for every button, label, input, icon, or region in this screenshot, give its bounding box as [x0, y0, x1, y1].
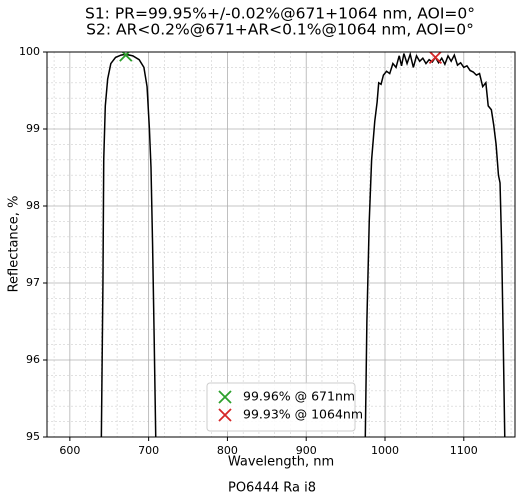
x-tick-label: 900 — [296, 444, 317, 457]
legend-label: 99.93% @ 1064nm — [243, 407, 363, 422]
legend: 99.96% @ 671nm 99.93% @ 1064nm — [206, 382, 363, 432]
y-tick-label: 97 — [26, 276, 40, 289]
x-tick-label: 1100 — [450, 444, 478, 457]
chart-title: S1: PR=99.95%+/-0.02%@671+1064 nm, AOI=0… — [85, 5, 475, 23]
marker — [218, 390, 232, 404]
plot-area — [100, 52, 506, 437]
y-tick-label: 100 — [19, 45, 40, 58]
x-tick-label: 700 — [138, 444, 159, 457]
x-axis-label: Wavelength, nm — [228, 455, 334, 470]
marker — [428, 52, 443, 65]
y-tick-label: 95 — [26, 430, 40, 443]
x-tick-label: 800 — [217, 444, 238, 457]
y-axis-label: Reflectance, % — [7, 196, 22, 293]
y-tick-label: 99 — [26, 122, 40, 135]
caption: PO6444 Ra i8 — [228, 481, 316, 496]
marker — [218, 408, 232, 422]
chart-subtitle: S2: AR<0.2%@671+AR<0.1%@1064 nm, AOI=0° — [86, 21, 474, 39]
data-line — [100, 52, 506, 437]
x-tick-label: 600 — [59, 444, 80, 457]
plot-frame — [46, 51, 516, 438]
y-tick-label: 98 — [26, 199, 40, 212]
y-tick-label: 96 — [26, 353, 40, 366]
x-tick-label: 1000 — [371, 444, 399, 457]
legend-box — [206, 382, 356, 432]
legend-label: 99.96% @ 671nm — [243, 389, 355, 404]
marker — [119, 52, 133, 62]
